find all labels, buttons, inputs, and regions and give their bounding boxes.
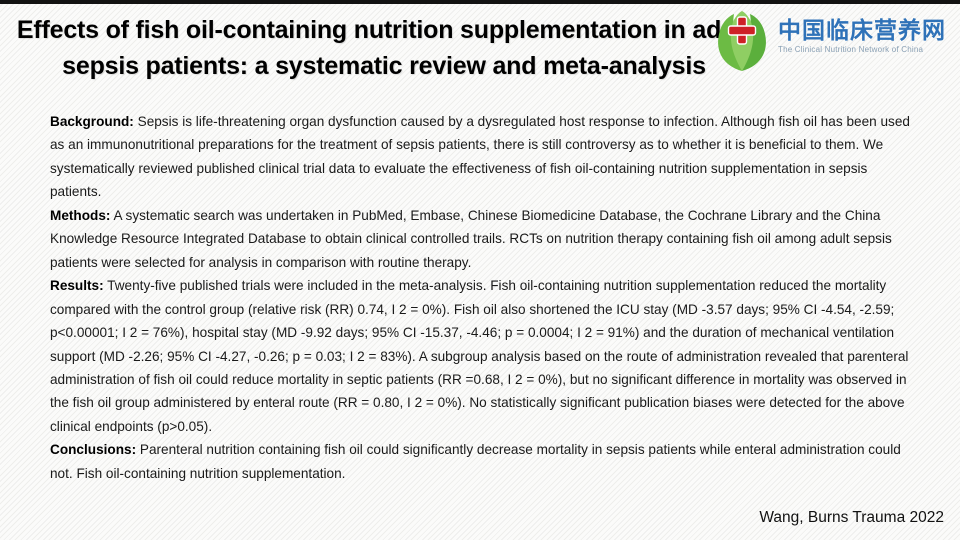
abstract-body: Background: Sepsis is life-threatening o…: [50, 110, 912, 485]
section-text-conclusions: Parenteral nutrition containing fish oil…: [50, 442, 901, 481]
slide-title-line-2: sepsis patients: a systematic review and…: [62, 52, 706, 80]
abstract-section-background: Background: Sepsis is life-threatening o…: [50, 110, 912, 204]
section-text-results: Twenty-five published trials were includ…: [50, 278, 909, 434]
slide-title-line-1: Effects of fish oil-containing nutrition…: [16, 16, 752, 44]
section-label-background: Background:: [50, 114, 134, 129]
logo-text-block: 中国临床营养网 The Clinical Nutrition Network o…: [778, 18, 946, 55]
section-text-background: Sepsis is life-threatening organ dysfunc…: [50, 114, 910, 200]
section-text-methods: A systematic search was undertaken in Pu…: [50, 207, 892, 270]
slide-title: Effects of fish oil-containing nutrition…: [0, 12, 768, 84]
leaf-cross-logo-icon: [718, 11, 766, 71]
abstract-section-methods: Methods: A systematic search was underta…: [50, 204, 912, 274]
section-label-conclusions: Conclusions:: [50, 442, 137, 458]
citation-reference: Wang, Burns Trauma 2022: [759, 509, 944, 526]
abstract-section-results: Results: Twenty-five published trials we…: [50, 274, 912, 438]
clinical-nutrition-network-logo: 中国临床营养网 The Clinical Nutrition Network o…: [712, 10, 946, 72]
abstract-section-conclusions: Conclusions: Parenteral nutrition contai…: [50, 438, 912, 485]
slide-top-accent-bar: [0, 0, 960, 4]
section-label-methods: Methods:: [50, 207, 111, 223]
logo-english-name: The Clinical Nutrition Network of China: [778, 45, 924, 54]
section-label-results: Results:: [50, 278, 104, 294]
logo-chinese-name: 中国临床营养网: [778, 18, 946, 43]
